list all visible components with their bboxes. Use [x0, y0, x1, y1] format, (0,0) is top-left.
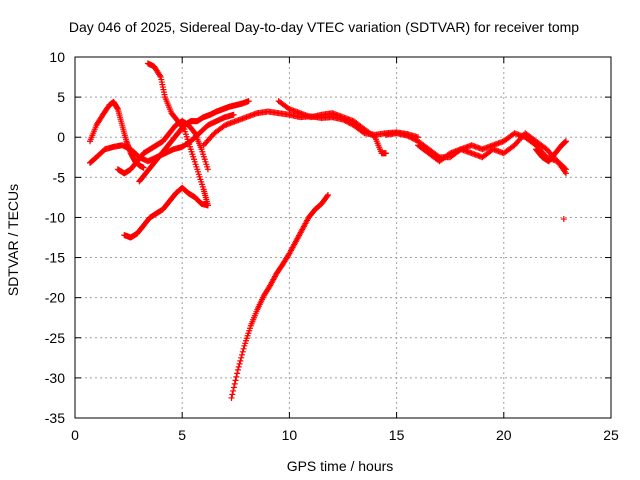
- data-point: [235, 363, 242, 370]
- y-tick-label: 5: [57, 89, 65, 105]
- y-tick-label: -35: [45, 410, 65, 426]
- data-point: [156, 72, 163, 79]
- data-point: [180, 125, 187, 132]
- data-point: [562, 170, 569, 177]
- plot-border: [74, 56, 612, 419]
- y-tick-label: 10: [49, 49, 65, 65]
- y-axis-label: SDTVAR / TECUs: [5, 184, 21, 296]
- data-point: [245, 98, 252, 105]
- y-tick-label: -5: [53, 169, 66, 185]
- x-tick-label: 10: [282, 427, 298, 443]
- data-point: [560, 216, 567, 223]
- data-point: [382, 150, 389, 157]
- axis-ticks: 0 5 10 15 20 25 -35 -30 -25 -20 -15 -10 -5 0 5 10: [45, 49, 619, 443]
- data-point: [231, 380, 238, 387]
- data-point: [238, 351, 245, 358]
- data-point: [234, 366, 241, 373]
- series-arc-e: [144, 60, 211, 209]
- data-point: [238, 354, 245, 361]
- y-tick-label: -25: [45, 330, 65, 346]
- data-point: [234, 370, 241, 377]
- y-tick-label: -15: [45, 250, 65, 266]
- y-tick-label: -30: [45, 370, 65, 386]
- data-point: [191, 129, 198, 136]
- x-tick-label: 5: [178, 427, 186, 443]
- series-arc-k: [415, 130, 569, 177]
- x-tick-label: 20: [496, 427, 512, 443]
- y-tick-label: 0: [57, 129, 65, 145]
- data-points: [87, 60, 569, 401]
- data-point: [240, 345, 247, 352]
- series-arc-f: [121, 184, 211, 241]
- series-arc-i: [275, 98, 389, 157]
- data-point: [230, 111, 237, 118]
- data-point: [204, 166, 211, 173]
- data-point: [237, 357, 244, 364]
- series-arc-d: [136, 98, 252, 185]
- x-tick-label: 25: [603, 427, 619, 443]
- data-point: [229, 391, 236, 398]
- series-arc-h: [228, 191, 331, 401]
- data-point: [370, 133, 377, 140]
- data-point: [239, 348, 246, 355]
- data-point: [562, 138, 569, 145]
- series-arc-l: [532, 138, 569, 165]
- x-tick-label: 0: [71, 427, 79, 443]
- x-axis-label: GPS time / hours: [287, 458, 394, 474]
- data-point: [232, 377, 239, 384]
- data-point: [140, 164, 147, 171]
- data-point: [228, 394, 235, 401]
- data-point: [324, 191, 331, 198]
- y-tick-label: -10: [45, 209, 65, 225]
- data-point: [204, 202, 211, 209]
- data-point: [236, 360, 243, 367]
- x-tick-label: 15: [389, 427, 405, 443]
- data-point: [233, 373, 240, 380]
- y-tick-label: -20: [45, 290, 65, 306]
- data-point: [230, 387, 237, 394]
- chart-title: Day 046 of 2025, Sidereal Day-to-day VTE…: [69, 19, 579, 35]
- data-point: [324, 193, 331, 200]
- data-point: [230, 384, 237, 391]
- series-outlier: [560, 216, 567, 223]
